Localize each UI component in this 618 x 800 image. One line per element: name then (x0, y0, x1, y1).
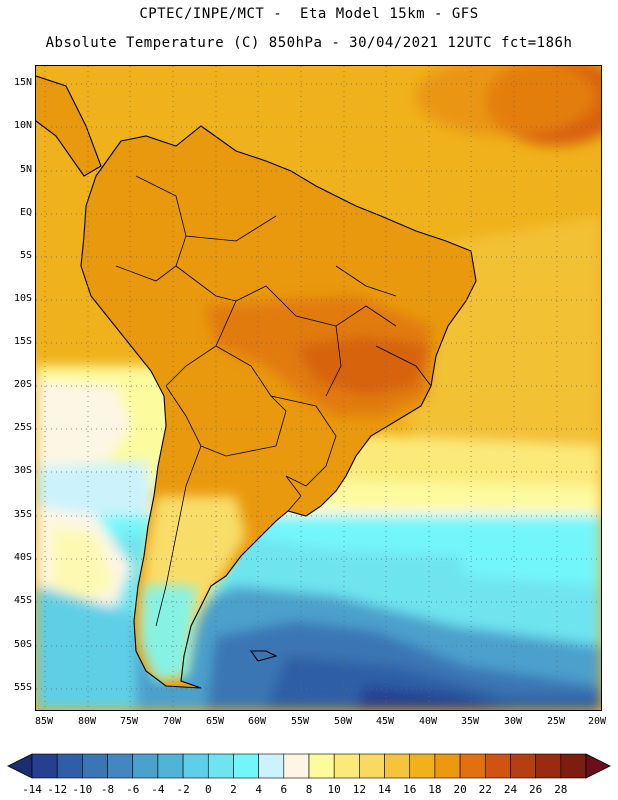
colorbar-cell (409, 753, 436, 779)
lat-label: 15S (13, 336, 32, 347)
lon-label: 70W (162, 716, 182, 727)
colorbar-cell (82, 753, 108, 779)
colorbar-label: -4 (151, 783, 165, 796)
colorbar-cell (510, 753, 536, 779)
colorbar-label: 28 (554, 783, 568, 796)
colorbar-label: 12 (352, 783, 366, 796)
colorbar-label: 18 (428, 783, 442, 796)
lat-label: 55S (13, 682, 32, 693)
lat-label: EQ (19, 207, 32, 218)
colorbar-cell (459, 753, 486, 779)
colorbar-cell (434, 753, 461, 779)
lat-label: 25S (13, 422, 32, 433)
lon-label: 55W (290, 716, 310, 727)
colorbar-label: 16 (403, 783, 417, 796)
colorbar-cell (56, 753, 83, 779)
colorbar-high-arrow (585, 753, 611, 779)
lat-label: 15N (13, 77, 32, 88)
map-title: CPTEC/INPE/MCT - Eta Model 15km - GFS (139, 6, 479, 22)
colorbar-cell (107, 753, 134, 779)
lat-label: 10S (13, 293, 32, 304)
colorbar-cell (31, 753, 58, 779)
lon-label: 65W (205, 716, 225, 727)
colorbar (7, 753, 611, 779)
graticule (36, 66, 601, 710)
colorbar-cell (333, 753, 360, 779)
colorbar-label: -8 (100, 783, 115, 796)
colorbar-cell (308, 753, 335, 779)
lon-label: 35W (460, 716, 480, 727)
colorbar-cell (258, 753, 285, 779)
colorbar-cell (535, 753, 562, 779)
lat-label: 35S (13, 509, 32, 520)
colorbar-cell (207, 753, 234, 779)
lon-label: 25W (546, 716, 566, 727)
colorbar-label: -2 (176, 783, 190, 796)
lon-label: 30W (503, 716, 523, 727)
colorbar-cell (283, 753, 310, 779)
land-tip (140, 586, 196, 681)
colorbar-label: 26 (529, 783, 543, 796)
lon-label: 85W (34, 716, 54, 727)
colorbar-label: -10 (72, 783, 93, 796)
land-central-america (36, 76, 101, 176)
colorbar-label: 22 (478, 783, 492, 796)
lat-label: 40S (13, 552, 32, 563)
colorbar-cell (560, 753, 587, 779)
colorbar-label: 4 (255, 783, 262, 796)
colorbar-label: 24 (503, 783, 518, 796)
colorbar-label: 2 (230, 783, 237, 796)
colorbar-label: 0 (204, 783, 212, 796)
lat-label: 45S (13, 595, 32, 606)
lon-label: 75W (119, 716, 139, 727)
colorbar-low-arrow (7, 753, 33, 779)
colorbar-label: -12 (47, 783, 68, 796)
lon-label: 60W (247, 716, 267, 727)
colorbar-label: 14 (377, 783, 392, 796)
colorbar-cell (132, 753, 159, 779)
colorbar-cell (182, 753, 209, 779)
lon-label: 80W (77, 716, 97, 727)
lon-label: 20W (587, 716, 607, 727)
lat-label: 20S (13, 379, 32, 390)
lat-label: 10N (13, 120, 32, 131)
colorbar-cell (233, 753, 259, 779)
colorbar-cell (384, 753, 411, 779)
lon-label: 45W (375, 716, 395, 727)
colorbar-cell (359, 753, 385, 779)
colorbar-cell (157, 753, 184, 779)
country-borders (115, 175, 432, 627)
colorbar-label: 20 (453, 783, 467, 796)
lat-label: 30S (13, 465, 32, 476)
colorbar-label: 10 (327, 783, 341, 796)
hot-core (206, 296, 431, 416)
colorbar-label: 6 (280, 783, 288, 796)
colorbar-cell (484, 753, 511, 779)
lon-label: 40W (418, 716, 438, 727)
colorbar-label: 8 (305, 783, 313, 796)
colorbar-label: -6 (126, 783, 140, 796)
map-subtitle: Absolute Temperature (C) 850hPa - 30/04/… (45, 35, 573, 51)
lon-label: 50W (333, 716, 353, 727)
lat-label: 5N (19, 164, 32, 175)
lat-label: 50S (13, 639, 32, 650)
lat-label: 5S (19, 250, 32, 261)
temperature-map (35, 65, 602, 711)
colorbar-cells (31, 753, 587, 779)
colorbar-label: -14 (22, 783, 42, 796)
